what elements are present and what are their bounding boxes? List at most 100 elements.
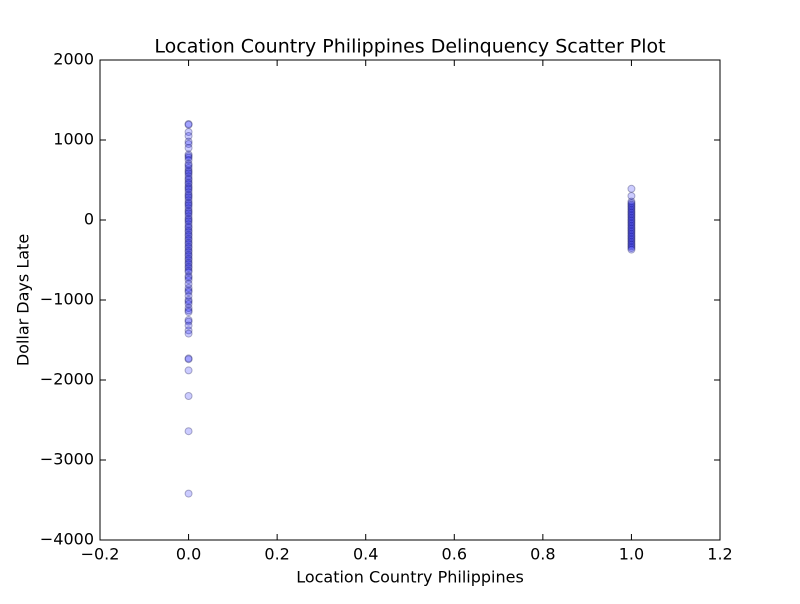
plot-frame xyxy=(99,59,721,541)
point xyxy=(627,208,636,217)
point xyxy=(184,304,193,312)
point xyxy=(184,144,193,152)
point xyxy=(184,234,193,243)
point xyxy=(627,244,636,252)
point xyxy=(627,204,636,212)
point xyxy=(627,215,636,224)
point xyxy=(627,242,636,251)
point xyxy=(627,237,636,246)
point xyxy=(184,206,193,215)
point xyxy=(184,228,193,236)
point xyxy=(184,232,193,240)
point xyxy=(184,242,193,251)
x-axis-label: Location Country Philippines xyxy=(296,568,524,587)
x-tick-label: 1.0 xyxy=(619,545,644,564)
point xyxy=(184,297,193,306)
point xyxy=(184,266,193,275)
point xyxy=(184,308,193,316)
point xyxy=(184,246,193,255)
point xyxy=(184,260,193,268)
point xyxy=(184,156,193,164)
point xyxy=(184,238,193,247)
point xyxy=(184,168,193,176)
point xyxy=(184,366,193,375)
y-tick-label: 0 xyxy=(84,210,94,229)
point xyxy=(627,224,636,233)
point xyxy=(184,150,193,159)
y-axis-label: Dollar Days Late xyxy=(14,234,33,366)
point xyxy=(184,152,193,160)
point xyxy=(627,221,636,230)
point xyxy=(184,276,193,284)
point xyxy=(184,355,193,364)
point xyxy=(184,288,193,296)
y-tick-label: −2000 xyxy=(40,370,94,389)
point xyxy=(184,120,193,129)
point xyxy=(184,204,193,212)
x-tick-label: −0.2 xyxy=(81,545,120,564)
point xyxy=(184,273,193,282)
point xyxy=(184,280,193,288)
point xyxy=(627,232,636,241)
chart-title: Location Country Philippines Delinquency… xyxy=(154,36,665,58)
point xyxy=(627,197,636,206)
point xyxy=(627,202,636,211)
point xyxy=(184,292,193,300)
point xyxy=(184,272,193,280)
point xyxy=(184,184,193,192)
x-tick-label: 0.4 xyxy=(353,545,378,564)
point xyxy=(627,245,636,254)
point xyxy=(627,236,636,244)
point xyxy=(184,300,193,308)
point xyxy=(627,210,636,219)
point xyxy=(184,244,193,252)
point xyxy=(184,286,193,295)
point xyxy=(184,132,193,140)
point xyxy=(184,212,193,220)
point xyxy=(184,264,193,272)
point xyxy=(184,182,193,191)
x-tick-label: 0.0 xyxy=(176,545,201,564)
point xyxy=(627,240,636,249)
point xyxy=(184,354,193,363)
point xyxy=(184,236,193,244)
point xyxy=(184,166,193,175)
y-tick-label: −1000 xyxy=(40,290,94,309)
point xyxy=(184,216,193,224)
point xyxy=(184,164,193,172)
x-tick-label: 0.8 xyxy=(530,545,555,564)
point xyxy=(184,137,193,146)
point xyxy=(184,427,193,436)
point xyxy=(184,306,193,315)
point xyxy=(184,217,193,226)
point xyxy=(184,489,193,498)
point xyxy=(627,223,636,232)
point xyxy=(627,234,636,243)
point xyxy=(184,188,193,196)
point xyxy=(184,326,193,335)
y-tick-label: −4000 xyxy=(40,530,94,549)
point xyxy=(627,231,636,240)
point xyxy=(184,256,193,264)
point xyxy=(184,190,193,199)
point xyxy=(184,224,193,232)
x-tick-label: 0.2 xyxy=(264,545,289,564)
point xyxy=(184,226,193,235)
point xyxy=(184,220,193,228)
point xyxy=(184,192,193,200)
point xyxy=(184,392,193,400)
point xyxy=(184,201,193,210)
point xyxy=(184,248,193,256)
point xyxy=(627,213,636,222)
point xyxy=(627,205,636,214)
point xyxy=(184,161,193,170)
point xyxy=(184,140,193,148)
point xyxy=(184,196,193,204)
point xyxy=(184,172,193,180)
point xyxy=(184,153,193,162)
point xyxy=(184,178,193,187)
point xyxy=(184,200,193,208)
point xyxy=(184,321,193,330)
point xyxy=(184,296,193,304)
